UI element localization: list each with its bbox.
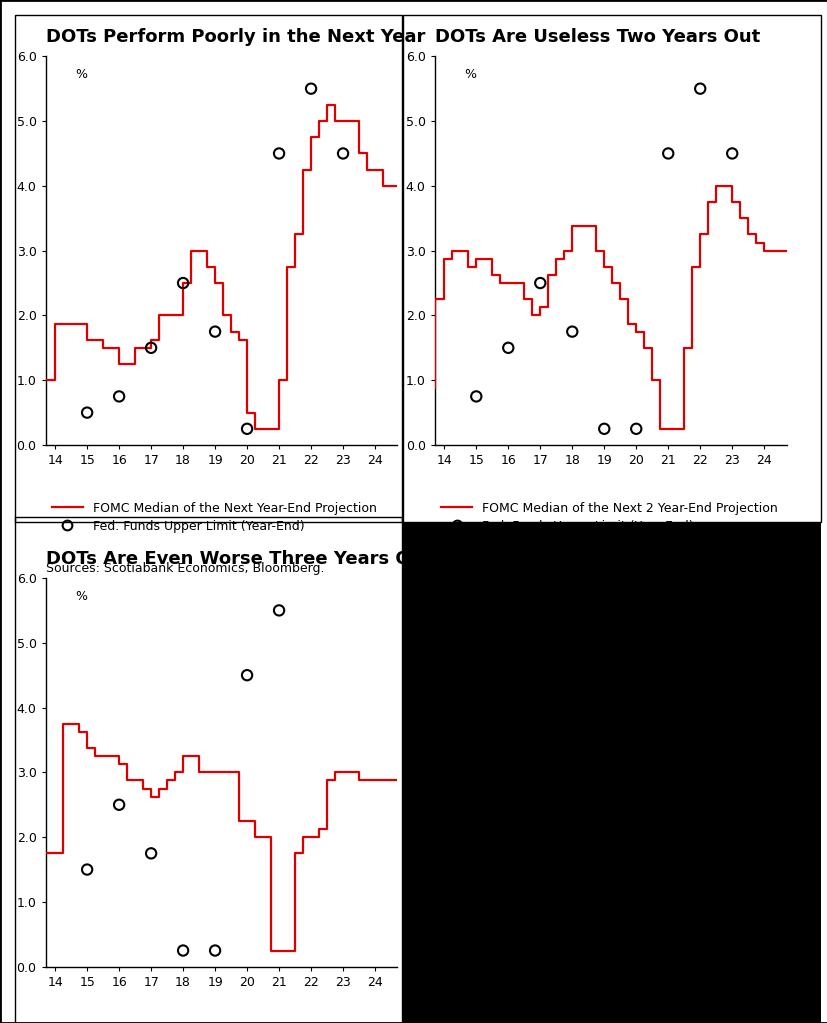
Point <box>176 275 189 292</box>
Text: Sources: Scotiabank Economics, Bloomberg.: Sources: Scotiabank Economics, Bloomberg… <box>434 562 712 575</box>
Point <box>501 340 514 356</box>
Text: %: % <box>75 68 88 81</box>
Point <box>240 667 253 683</box>
Point <box>469 389 482 405</box>
Text: DOTs Are Even Worse Three Years Out: DOTs Are Even Worse Three Years Out <box>45 550 431 568</box>
Point <box>80 861 93 878</box>
Point <box>693 81 706 97</box>
Legend: FOMC Median of the Next Year-End Projection, Fed. Funds Upper Limit (Year-End): FOMC Median of the Next Year-End Project… <box>52 502 376 533</box>
Text: Sources: Scotiabank Economics, Bloomberg.: Sources: Scotiabank Economics, Bloomberg… <box>45 562 323 575</box>
Point <box>272 145 285 162</box>
Point <box>661 145 674 162</box>
Text: %: % <box>75 589 88 603</box>
Point <box>176 942 189 959</box>
Point <box>629 420 642 437</box>
Text: DOTs Perform Poorly in the Next Year: DOTs Perform Poorly in the Next Year <box>45 29 424 46</box>
Point <box>145 340 158 356</box>
Point <box>112 797 126 813</box>
Point <box>80 404 93 420</box>
Point <box>272 603 285 619</box>
Text: %: % <box>464 68 476 81</box>
Point <box>145 845 158 861</box>
Point <box>724 145 738 162</box>
Point <box>112 389 126 405</box>
Point <box>597 420 610 437</box>
Point <box>208 323 222 340</box>
Point <box>533 275 547 292</box>
Point <box>208 942 222 959</box>
Point <box>304 81 318 97</box>
Point <box>565 323 578 340</box>
Legend: FOMC Median of the Next 2 Year-End Projection, Fed. Funds Upper Limit (Year-End): FOMC Median of the Next 2 Year-End Proje… <box>441 502 777 533</box>
Point <box>240 420 253 437</box>
Text: DOTs Are Useless Two Years Out: DOTs Are Useless Two Years Out <box>434 29 759 46</box>
Point <box>336 145 349 162</box>
